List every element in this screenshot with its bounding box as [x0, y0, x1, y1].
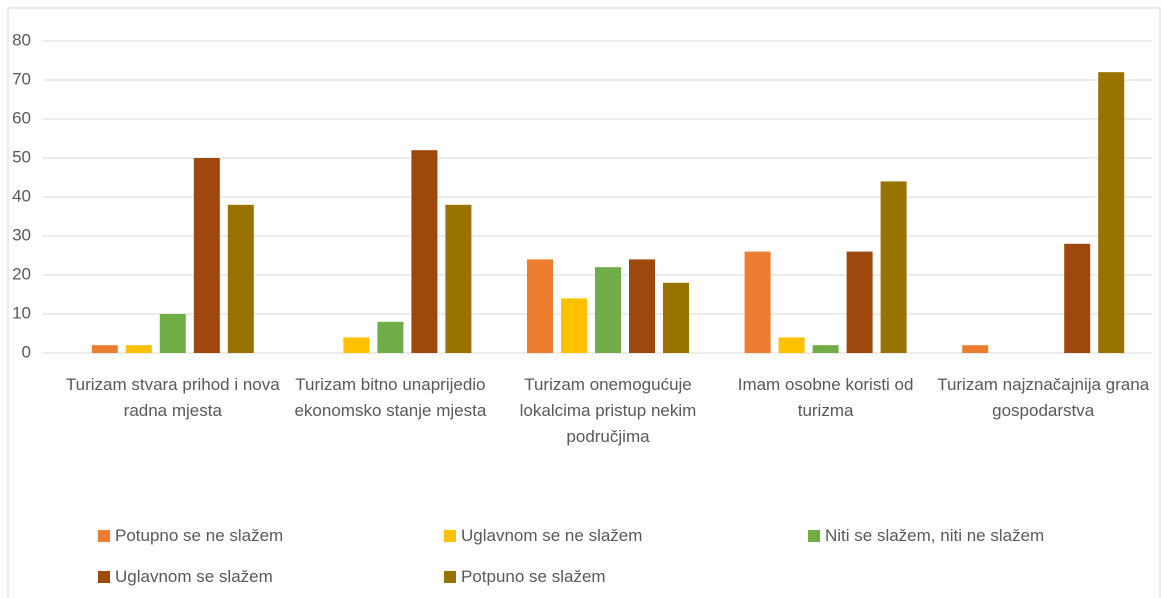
x-tick-label: Turizam stvara prihod i nova radna mjest…	[65, 375, 280, 420]
x-tick-label: Turizam onemogućuje lokalcima pristup ne…	[519, 375, 697, 446]
bar	[561, 298, 587, 353]
bar	[125, 345, 152, 353]
bar	[663, 282, 689, 353]
bar	[962, 345, 989, 353]
bar	[880, 181, 907, 353]
legend-label: Potpuno se slažem	[461, 567, 606, 586]
y-tick-label: 20	[12, 264, 31, 283]
bar	[445, 204, 472, 353]
bar	[377, 321, 404, 353]
bar	[411, 150, 438, 353]
y-tick-label: 0	[22, 342, 31, 361]
legend-swatch	[808, 530, 820, 542]
bar	[227, 204, 254, 353]
legend-label: Potupno se ne slažem	[115, 526, 284, 545]
y-tick-label: 10	[12, 303, 31, 322]
x-tick-label: Imam osobne koristi od turizma	[737, 375, 914, 420]
legend-entry: Uglavnom se ne slažem	[444, 526, 642, 546]
legend-label: Niti se slažem, niti ne slažem	[825, 526, 1045, 545]
bar	[812, 345, 839, 353]
bar	[595, 267, 621, 353]
legend-label: Uglavnom se ne slažem	[461, 526, 643, 545]
legend-entry: Niti se slažem, niti ne slažem	[808, 526, 1044, 546]
legend-entry: Potupno se ne slažem	[98, 526, 283, 546]
bar	[744, 251, 771, 353]
y-tick-label: 70	[12, 69, 31, 88]
legend-label: Uglavnom se slažem	[115, 567, 273, 586]
bar	[343, 337, 370, 353]
y-tick-label: 40	[12, 186, 31, 205]
legend-entry: Uglavnom se slažem	[98, 567, 273, 587]
y-tick-label: 60	[12, 108, 31, 127]
bar	[193, 158, 220, 353]
bar	[778, 337, 805, 353]
y-tick-label: 30	[12, 225, 31, 244]
chart-border	[7, 7, 1161, 598]
legend-swatch	[444, 571, 456, 583]
x-tick-label: Turizam najznačajnija grana gospodarstva	[937, 375, 1150, 420]
bar	[159, 314, 186, 353]
legend-swatch	[98, 530, 110, 542]
bar	[1064, 243, 1091, 353]
y-tick-label: 80	[12, 30, 31, 49]
x-tick-label: Turizam bitno unaprijedio ekonomsko stan…	[294, 375, 487, 420]
bar	[846, 251, 873, 353]
y-tick-label: 50	[12, 147, 31, 166]
bar	[629, 259, 655, 353]
legend-swatch	[444, 530, 456, 542]
bar	[1098, 72, 1125, 353]
bar	[91, 345, 118, 353]
legend-entry: Potpuno se slažem	[444, 567, 606, 587]
legend-swatch	[98, 571, 110, 583]
bar	[527, 259, 553, 353]
